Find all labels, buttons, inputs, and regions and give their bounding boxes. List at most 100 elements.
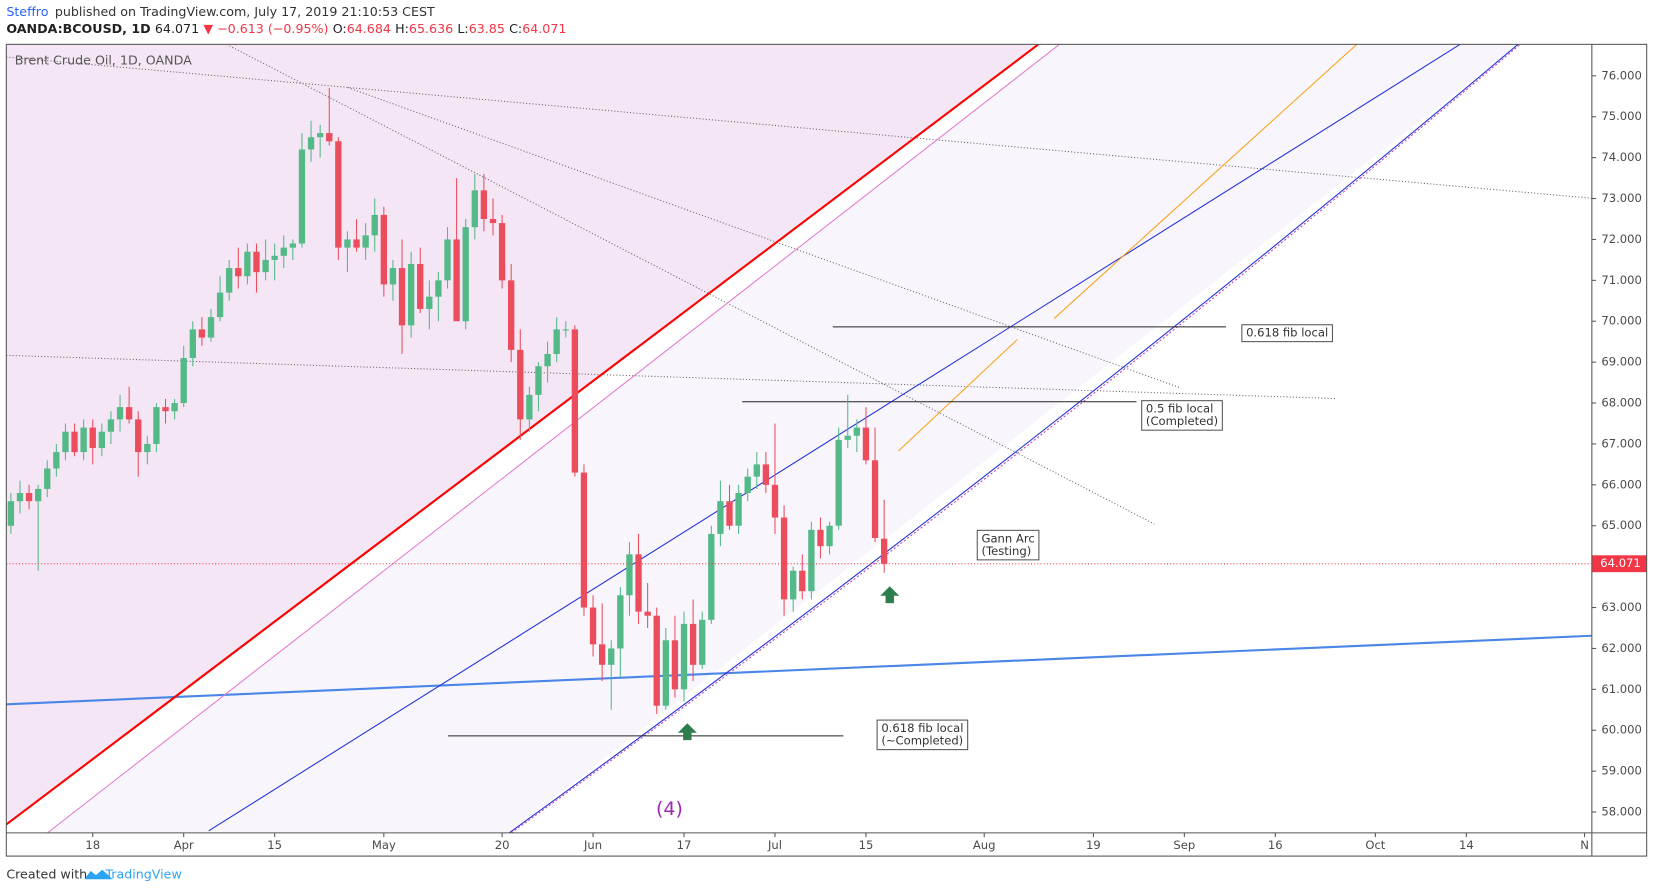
x-tick-label: Oct bbox=[1365, 838, 1385, 852]
annotation-box bbox=[1241, 324, 1333, 343]
candle-body bbox=[426, 296, 433, 309]
candle-body bbox=[880, 538, 888, 564]
candle-body bbox=[135, 419, 142, 453]
brand[interactable]: TradingView bbox=[104, 867, 181, 882]
candle-body bbox=[362, 235, 369, 248]
candle-body bbox=[389, 268, 397, 285]
y-tick-label: 72.000 bbox=[1601, 232, 1642, 246]
candle-body bbox=[171, 403, 178, 412]
candle-body bbox=[853, 427, 861, 436]
y-tick-label: 58.000 bbox=[1601, 805, 1642, 819]
candle-body bbox=[626, 554, 633, 596]
y-tick-label: 66.000 bbox=[1601, 477, 1642, 491]
candle-body bbox=[326, 133, 333, 142]
annotation-box bbox=[876, 719, 969, 751]
y-tick-label: 75.000 bbox=[1601, 109, 1642, 123]
candle-body bbox=[235, 268, 242, 277]
y-tick-label: 62.000 bbox=[1601, 641, 1642, 655]
candle-body bbox=[71, 431, 78, 453]
candle-body bbox=[799, 570, 806, 592]
candle-body bbox=[453, 239, 460, 322]
candle-body bbox=[717, 501, 724, 534]
candle-body bbox=[835, 439, 842, 526]
candle-body bbox=[62, 431, 69, 453]
candle-body bbox=[407, 263, 415, 326]
candle-body bbox=[216, 292, 224, 318]
candle-body bbox=[162, 407, 169, 412]
drawings bbox=[6, 44, 1592, 833]
x-tick-label: N bbox=[1580, 838, 1589, 852]
candle-body bbox=[726, 501, 733, 526]
header-item: ▼ −0.613 (−0.95%) bbox=[203, 21, 328, 36]
candle-body bbox=[226, 268, 233, 293]
x-tick-label: 18 bbox=[85, 838, 100, 852]
header-item: 64.684 bbox=[347, 21, 391, 36]
y-tick-label: 63.000 bbox=[1601, 600, 1642, 614]
up-arrow bbox=[677, 723, 697, 741]
candle-body bbox=[771, 484, 779, 518]
candle-body bbox=[116, 407, 124, 420]
candle-body bbox=[198, 329, 206, 338]
orange-line bbox=[1053, 44, 1358, 319]
candle-body bbox=[744, 476, 751, 494]
x-tick-label: 19 bbox=[1086, 838, 1101, 852]
candle-body bbox=[189, 329, 196, 359]
gann-arc bbox=[508, 44, 1519, 833]
candle-body bbox=[253, 251, 260, 273]
gann-arc-edge bbox=[510, 44, 1521, 833]
candle-body bbox=[544, 353, 551, 367]
candle-body bbox=[780, 517, 788, 600]
header-item: C: bbox=[509, 21, 522, 36]
candle-body bbox=[808, 529, 815, 592]
orange-arrow bbox=[897, 339, 1018, 452]
header-item: L: bbox=[457, 21, 468, 36]
candle-body bbox=[80, 427, 87, 453]
x-tick-label: Aug bbox=[973, 838, 996, 852]
header-item: 63.85 bbox=[469, 21, 505, 36]
candle-body bbox=[435, 280, 442, 297]
candle-body bbox=[207, 317, 215, 338]
candle-body bbox=[699, 619, 706, 665]
y-tick-label: 60.000 bbox=[1601, 723, 1642, 737]
candle-body bbox=[844, 435, 851, 440]
red-line bbox=[6, 44, 1040, 826]
annotation-text: 0.618 fib local bbox=[1246, 326, 1328, 340]
header-item: O: bbox=[333, 21, 347, 36]
y-tick-label: 67.000 bbox=[1601, 436, 1642, 450]
candle-body bbox=[571, 329, 579, 473]
candle-body bbox=[180, 358, 187, 404]
candle-body bbox=[444, 239, 451, 281]
candle-body bbox=[708, 533, 715, 620]
author: Steffro bbox=[6, 4, 48, 19]
candle-body bbox=[289, 243, 297, 248]
x-tick-label: 17 bbox=[677, 838, 692, 852]
candle-body bbox=[562, 329, 569, 331]
annotation-text: (Completed) bbox=[1146, 414, 1218, 428]
candle-body bbox=[53, 452, 60, 469]
candle-body bbox=[335, 141, 342, 248]
candle-body bbox=[98, 431, 106, 449]
support-line bbox=[6, 634, 1592, 706]
candle-body bbox=[635, 554, 642, 612]
header-item: OANDA:BCOUSD, 1D bbox=[6, 21, 150, 36]
candle-body bbox=[7, 501, 15, 526]
y-tick-label: 73.000 bbox=[1601, 191, 1642, 205]
candle-body bbox=[662, 640, 669, 706]
candle-body bbox=[125, 407, 133, 420]
candle-body bbox=[817, 529, 824, 547]
annotation: 0.618 fib local(~Completed) bbox=[876, 719, 969, 751]
annotation-box bbox=[976, 529, 1040, 561]
x-tick-label: Jun bbox=[583, 838, 602, 852]
y-tick-label: 61.000 bbox=[1601, 682, 1642, 696]
y-tick-label: 59.000 bbox=[1601, 764, 1642, 778]
candle-body bbox=[16, 493, 24, 502]
candles bbox=[7, 88, 888, 714]
price-label-box bbox=[1591, 555, 1647, 573]
price-label: 64.071 bbox=[1600, 556, 1641, 570]
frame bbox=[5, 43, 1648, 857]
wave-label: (4) bbox=[656, 798, 683, 820]
candle-body bbox=[144, 443, 151, 453]
blue-line bbox=[208, 44, 1461, 832]
candle-body bbox=[244, 251, 251, 277]
